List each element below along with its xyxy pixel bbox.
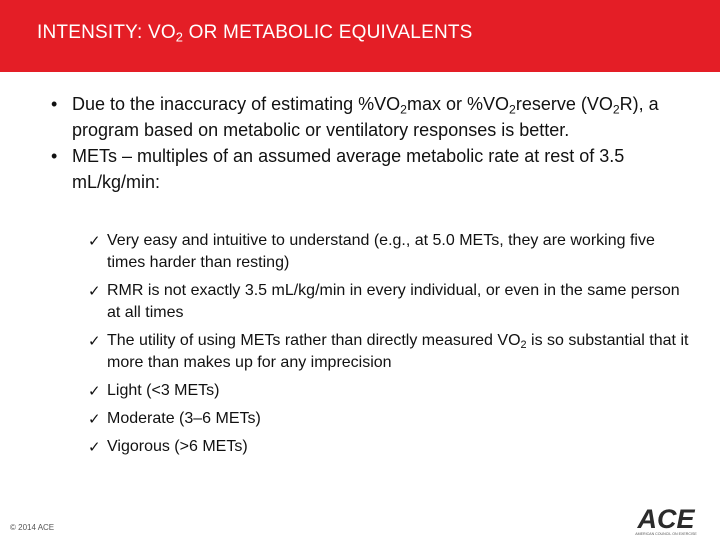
check-item: ✓ Vigorous (>6 METs)	[88, 438, 248, 456]
bullet-item: • Due to the inaccuracy of estimating %V…	[47, 91, 697, 143]
bullet-dot-icon: •	[51, 146, 58, 166]
logo-wordmark: ACE	[636, 504, 695, 534]
checkmark-icon: ✓	[88, 232, 101, 250]
checkmark-icon: ✓	[88, 282, 101, 300]
checkmark-icon: ✓	[88, 438, 101, 456]
check-item: ✓ The utility of using METs rather than …	[88, 332, 689, 371]
copyright-text: © 2014 ACE	[10, 523, 55, 532]
check-item: ✓ Very easy and intuitive to understand …	[88, 232, 655, 271]
checkmark-icon: ✓	[88, 410, 101, 428]
check-item: ✓ RMR is not exactly 3.5 mL/kg/min in ev…	[88, 282, 680, 321]
check-item: ✓ Light (<3 METs)	[88, 382, 220, 400]
check-item: ✓ Moderate (3–6 METs)	[88, 410, 261, 428]
check-list: ✓ Very easy and intuitive to understand …	[88, 230, 693, 464]
checkmark-icon: ✓	[88, 382, 101, 400]
checkmark-icon: ✓	[88, 332, 101, 350]
header-bar: INTENSITY: VO2 OR METABOLIC EQUIVALENTS	[0, 0, 720, 72]
bullet-dot-icon: •	[51, 94, 58, 114]
main-bullet-list: • Due to the inaccuracy of estimating %V…	[47, 91, 697, 195]
bullet-item: • METs – multiples of an assumed average…	[47, 143, 697, 195]
logo-tagline: AMERICAN COUNCIL ON EXERCISE	[635, 532, 697, 536]
slide-title: INTENSITY: VO2 OR METABOLIC EQUIVALENTS	[37, 22, 473, 45]
ace-logo: ACE AMERICAN COUNCIL ON EXERCISE	[635, 504, 697, 536]
